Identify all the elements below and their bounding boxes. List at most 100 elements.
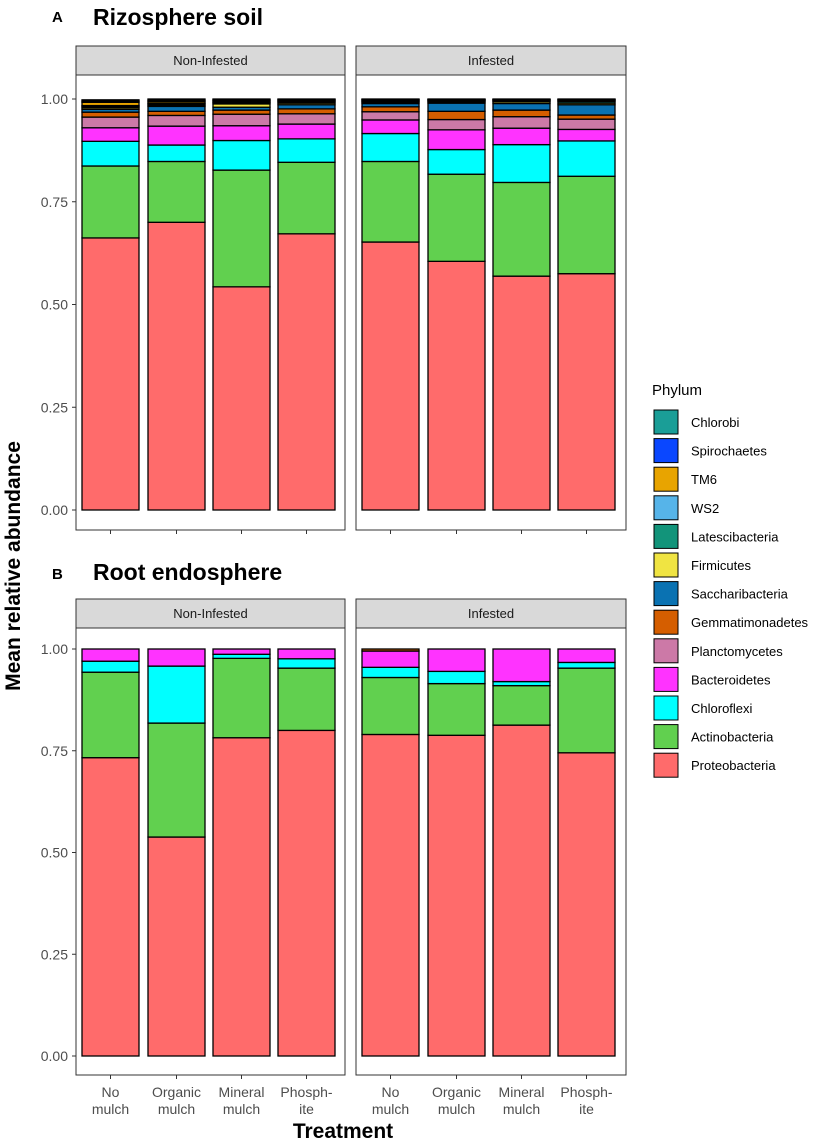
bar-segment-planctomycetes: [81, 116, 140, 129]
plot-layer: 0.00 0.25 0.50 0.75 1.00 Non-Infested Infested…: [41, 45, 627, 1117]
legend-swatch-tm6: [653, 466, 679, 492]
bar-segment-actinobacteria: [361, 676, 420, 736]
bar-segment-proteobacteria: [557, 752, 616, 1057]
panel-b-title: Root endosphere: [93, 559, 282, 585]
facet-panel-non-infested: [75, 74, 346, 531]
bar-segment-chloroflexi: [427, 670, 486, 685]
legend-label-saccharibacteria: Saccharibacteria: [691, 587, 789, 602]
legend-label-bacteroidetes: Bacteroidetes: [691, 672, 771, 687]
bar-segment-proteobacteria: [361, 241, 420, 511]
bar-segment-bacteroidetes: [147, 125, 206, 146]
legend-swatch-actinobacteria: [653, 724, 679, 750]
bar-segment-chloroflexi: [81, 140, 140, 167]
legend-swatch-latescibacteria: [653, 523, 679, 549]
bar-segment-gemmatimonadetes: [361, 106, 420, 113]
bar-segment-gemmatimonadetes: [427, 110, 486, 121]
bar-segment-chloroflexi: [361, 132, 420, 163]
y-tick-label-0-0: 0.00: [41, 502, 68, 518]
legend-swatch-saccharibacteria: [653, 581, 679, 607]
y-tick-label-0-4: 1.00: [41, 91, 68, 107]
bar-segment-bacteroidetes: [492, 648, 551, 683]
bar-segment-bacteroidetes: [557, 128, 616, 142]
legend-swatch-chloroflexi: [653, 695, 679, 721]
y-axis-title: Mean relative abundance: [2, 441, 25, 691]
bar-segment-actinobacteria: [361, 160, 420, 243]
bar-segment-proteobacteria: [492, 275, 551, 511]
bar-segment-gemmatimonadetes: [492, 109, 551, 118]
legend-label-proteobacteria: Proteobacteria: [691, 758, 776, 773]
legend-title: Phylum: [652, 382, 702, 399]
bar-segment-proteobacteria: [147, 836, 206, 1057]
bar-segment-actinobacteria: [277, 667, 336, 732]
x-tick-label: No: [102, 1084, 120, 1100]
bar-segment-actinobacteria: [212, 169, 271, 288]
bar-segment-actinobacteria: [277, 161, 336, 235]
bar-segment-actinobacteria: [427, 682, 486, 736]
facet-panel-non-infested: [75, 627, 346, 1076]
legend-label-planctomycetes: Planctomycetes: [691, 644, 783, 659]
facet-strip-non-infested: [75, 598, 346, 629]
x-tick-label: mulch: [158, 1101, 195, 1117]
bar-segment-planctomycetes: [557, 118, 616, 131]
bar-segment-proteobacteria: [277, 233, 336, 511]
bar-segment-bacteroidetes: [492, 127, 551, 146]
bar-segment-gemmatimonadetes: [361, 648, 420, 652]
x-tick-label: mulch: [92, 1101, 129, 1117]
legend-swatch-planctomycetes: [653, 638, 679, 664]
x-tick-label: Mineral: [219, 1084, 265, 1100]
panel-a-label: A: [52, 9, 63, 26]
x-tick-label: mulch: [223, 1101, 260, 1117]
bar-segment-chloroflexi: [147, 665, 206, 724]
bar-segment-bacteroidetes: [277, 123, 336, 140]
x-tick-label: No: [382, 1084, 400, 1100]
legend-label-latescibacteria: Latescibacteria: [691, 529, 779, 544]
legend-swatch-chlorobi: [653, 409, 679, 435]
bar-segment-bacteroidetes: [277, 648, 336, 660]
bar-segment-chlorobi: [81, 99, 140, 102]
facet-label-infested: Infested: [468, 53, 514, 68]
legend: Chlorobi Spirochaetes TM6 WS2 Latescibacteri…: [653, 409, 809, 778]
bar-segment-bacteroidetes: [212, 648, 271, 655]
bar-segment-chlorobi: [212, 98, 271, 101]
bar-segment-planctomycetes: [492, 116, 551, 129]
bar-segment-proteobacteria: [492, 724, 551, 1057]
x-tick-label: Phosph-: [560, 1084, 612, 1100]
y-tick-label-0-1: 0.25: [41, 399, 68, 415]
bar-segment-proteobacteria: [361, 733, 420, 1057]
legend-label-tm6: TM6: [691, 472, 717, 487]
bar-segment-saccharibacteria: [147, 105, 206, 112]
legend-swatch-firmicutes: [653, 552, 679, 578]
x-axis-title: Treatment: [293, 1120, 393, 1143]
facet-strip-infested: [355, 598, 627, 629]
y-tick-label-1-0: 0.00: [41, 1048, 68, 1064]
bar-segment-proteobacteria: [427, 734, 486, 1057]
bar-segment-planctomycetes: [277, 113, 336, 125]
bar-segment-bacteroidetes: [427, 129, 486, 151]
legend-swatch-ws2: [653, 495, 679, 521]
facet-panel-infested: [355, 74, 627, 531]
bar-segment-chlorobi: [147, 98, 206, 101]
legend-swatch-bacteroidetes: [653, 666, 679, 692]
bar-segment-saccharibacteria: [427, 102, 486, 112]
bar-segment-gemmatimonadetes: [277, 108, 336, 115]
x-tick-label: ite: [299, 1101, 314, 1117]
bar-segment-planctomycetes: [147, 114, 206, 127]
bar-segment-bacteroidetes: [427, 648, 486, 673]
bar-segment-proteobacteria: [147, 221, 206, 511]
legend-label-spirochaetes: Spirochaetes: [691, 444, 767, 459]
facet-label-non-infested: Non-Infested: [173, 606, 247, 621]
y-tick-label-1-3: 0.75: [41, 743, 68, 759]
bar-segment-proteobacteria: [427, 260, 486, 511]
bar-segment-actinobacteria: [81, 671, 140, 759]
x-tick-label: Organic: [432, 1084, 481, 1100]
panel-a-title: Rizosphere soil: [93, 4, 263, 30]
bar-segment-proteobacteria: [557, 273, 616, 511]
y-tick-label-1-4: 1.00: [41, 641, 68, 657]
bar-segment-saccharibacteria: [492, 102, 551, 111]
legend-label-actinobacteria: Actinobacteria: [691, 730, 774, 745]
facet-strip-infested: [355, 45, 627, 76]
bar-segment-actinobacteria: [147, 160, 206, 223]
bar-segment-actinobacteria: [492, 684, 551, 726]
legend-label-chloroflexi: Chloroflexi: [691, 701, 753, 716]
